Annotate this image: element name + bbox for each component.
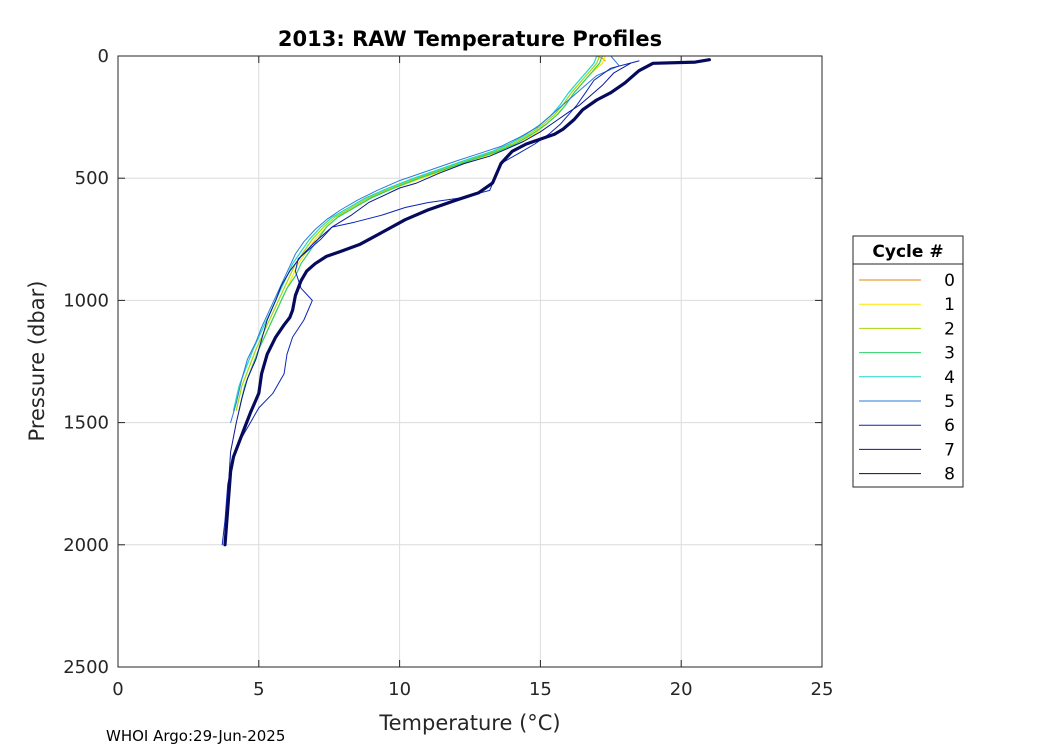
grid (117, 55, 823, 668)
plot-frame (117, 55, 823, 668)
series-line-cycle-7 (224, 62, 631, 546)
legend-label-cycle-1: 1 (944, 295, 955, 315)
y-axis-ticks: 0 500 1000 1500 2000 2500 (63, 46, 822, 678)
chart-title: 2013: RAW Temperature Profiles (278, 27, 662, 51)
legend-title: Cycle # (872, 242, 943, 262)
y-tick-label: 500 (75, 168, 109, 189)
y-tick-label: 1500 (63, 413, 109, 434)
y-tick-label: 2000 (63, 535, 109, 556)
legend-label-cycle-2: 2 (944, 319, 955, 339)
y-tick-label: 0 (98, 46, 109, 67)
legend-entries: 0 1 2 3 4 5 6 7 8 (859, 271, 955, 485)
y-tick-label: 1000 (63, 290, 109, 311)
series-line-cycle-4 (232, 55, 598, 411)
legend: Cycle # 0 1 2 3 4 5 6 7 8 (852, 235, 964, 488)
legend-label-cycle-3: 3 (944, 344, 955, 364)
x-tick-label: 15 (529, 679, 552, 700)
legend-label-cycle-4: 4 (944, 368, 955, 388)
legend-label-cycle-0: 0 (944, 271, 955, 291)
series-line-cycle-8 (223, 58, 712, 547)
y-tick-label: 2500 (63, 657, 109, 678)
footer-timestamp: WHOI Argo:29-Jun-2025 (106, 727, 285, 745)
x-tick-label: 20 (670, 679, 693, 700)
x-axis-label: Temperature (°C) (378, 711, 560, 735)
series-line-cycle-5 (230, 55, 620, 424)
x-axis-ticks: 0 5 10 15 20 25 (112, 56, 833, 700)
x-tick-label: 25 (811, 679, 834, 700)
plot-area (118, 56, 822, 667)
x-tick-label: 0 (112, 679, 123, 700)
series-layer (221, 55, 712, 547)
legend-label-cycle-7: 7 (944, 440, 955, 460)
legend-label-cycle-8: 8 (944, 465, 955, 485)
legend-box (852, 235, 964, 488)
y-axis-label: Pressure (dbar) (25, 281, 49, 442)
x-tick-label: 10 (388, 679, 411, 700)
series-line-cycle-3 (238, 55, 604, 411)
legend-label-cycle-6: 6 (944, 416, 955, 436)
legend-label-cycle-5: 5 (944, 392, 955, 412)
x-tick-label: 5 (253, 679, 264, 700)
